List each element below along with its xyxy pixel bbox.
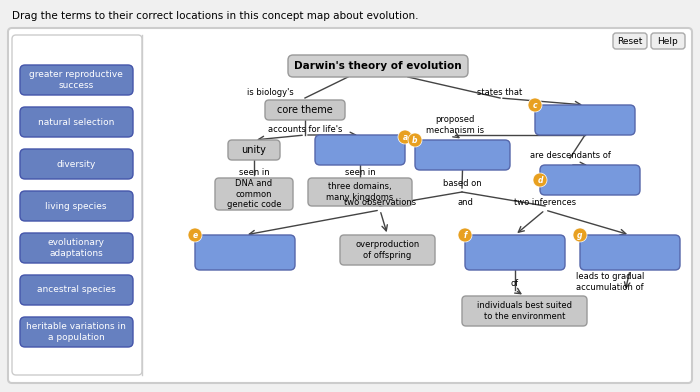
Text: states that: states that (477, 87, 523, 96)
FancyBboxPatch shape (540, 165, 640, 195)
Circle shape (408, 133, 422, 147)
Circle shape (188, 228, 202, 242)
FancyBboxPatch shape (465, 235, 565, 270)
FancyBboxPatch shape (265, 100, 345, 120)
Text: two observations: two observations (344, 198, 416, 207)
Text: individuals best suited
to the environment: individuals best suited to the environme… (477, 301, 572, 321)
Text: is biology's: is biology's (246, 87, 293, 96)
Text: natural selection: natural selection (38, 118, 114, 127)
FancyBboxPatch shape (8, 28, 692, 383)
Text: d: d (538, 176, 542, 185)
Text: Help: Help (657, 36, 678, 45)
FancyBboxPatch shape (462, 296, 587, 326)
Text: unity: unity (241, 145, 267, 155)
Text: accounts for life's: accounts for life's (268, 125, 342, 134)
Text: DNA and
common
genetic code: DNA and common genetic code (227, 179, 281, 209)
FancyBboxPatch shape (20, 191, 133, 221)
Text: living species: living species (46, 201, 106, 211)
FancyBboxPatch shape (20, 107, 133, 137)
Circle shape (573, 228, 587, 242)
FancyBboxPatch shape (20, 233, 133, 263)
Circle shape (533, 173, 547, 187)
FancyBboxPatch shape (195, 235, 295, 270)
Text: of: of (511, 278, 519, 287)
FancyBboxPatch shape (415, 140, 510, 170)
FancyBboxPatch shape (315, 135, 405, 165)
Text: Darwin's theory of evolution: Darwin's theory of evolution (294, 61, 462, 71)
Text: ancestral species: ancestral species (36, 285, 116, 294)
Circle shape (458, 228, 472, 242)
Text: leads to gradual
accumulation of: leads to gradual accumulation of (576, 272, 644, 292)
Text: Reset: Reset (617, 36, 643, 45)
Circle shape (528, 98, 542, 112)
Text: c: c (533, 100, 538, 109)
Text: e: e (193, 230, 197, 240)
FancyBboxPatch shape (288, 55, 468, 77)
Text: f: f (463, 230, 467, 240)
FancyBboxPatch shape (20, 317, 133, 347)
FancyBboxPatch shape (535, 105, 635, 135)
FancyBboxPatch shape (340, 235, 435, 265)
FancyBboxPatch shape (228, 140, 280, 160)
Text: core theme: core theme (277, 105, 333, 115)
Text: g: g (578, 230, 582, 240)
Text: seen in: seen in (239, 167, 270, 176)
FancyBboxPatch shape (12, 35, 142, 375)
Text: three domains,
many kingdoms: three domains, many kingdoms (326, 182, 393, 202)
Text: greater reproductive
success: greater reproductive success (29, 70, 123, 90)
FancyBboxPatch shape (651, 33, 685, 49)
FancyBboxPatch shape (20, 275, 133, 305)
Text: based on: based on (442, 178, 482, 187)
FancyBboxPatch shape (20, 149, 133, 179)
Text: heritable variations in
a population: heritable variations in a population (26, 322, 126, 342)
Text: and: and (457, 198, 473, 207)
FancyBboxPatch shape (308, 178, 412, 206)
Circle shape (398, 130, 412, 144)
Text: a: a (402, 132, 407, 142)
Text: b: b (412, 136, 418, 145)
Text: are descendants of: are descendants of (530, 151, 610, 160)
Text: two inferences: two inferences (514, 198, 576, 207)
Text: overproduction
of offspring: overproduction of offspring (356, 240, 419, 260)
Text: proposed
mechanism is: proposed mechanism is (426, 115, 484, 135)
Text: diversity: diversity (56, 160, 96, 169)
FancyBboxPatch shape (613, 33, 647, 49)
FancyBboxPatch shape (215, 178, 293, 210)
FancyBboxPatch shape (20, 65, 133, 95)
FancyBboxPatch shape (580, 235, 680, 270)
Text: seen in: seen in (344, 167, 375, 176)
Text: evolutionary
adaptations: evolutionary adaptations (48, 238, 104, 258)
Text: Drag the terms to their correct locations in this concept map about evolution.: Drag the terms to their correct location… (12, 11, 419, 21)
